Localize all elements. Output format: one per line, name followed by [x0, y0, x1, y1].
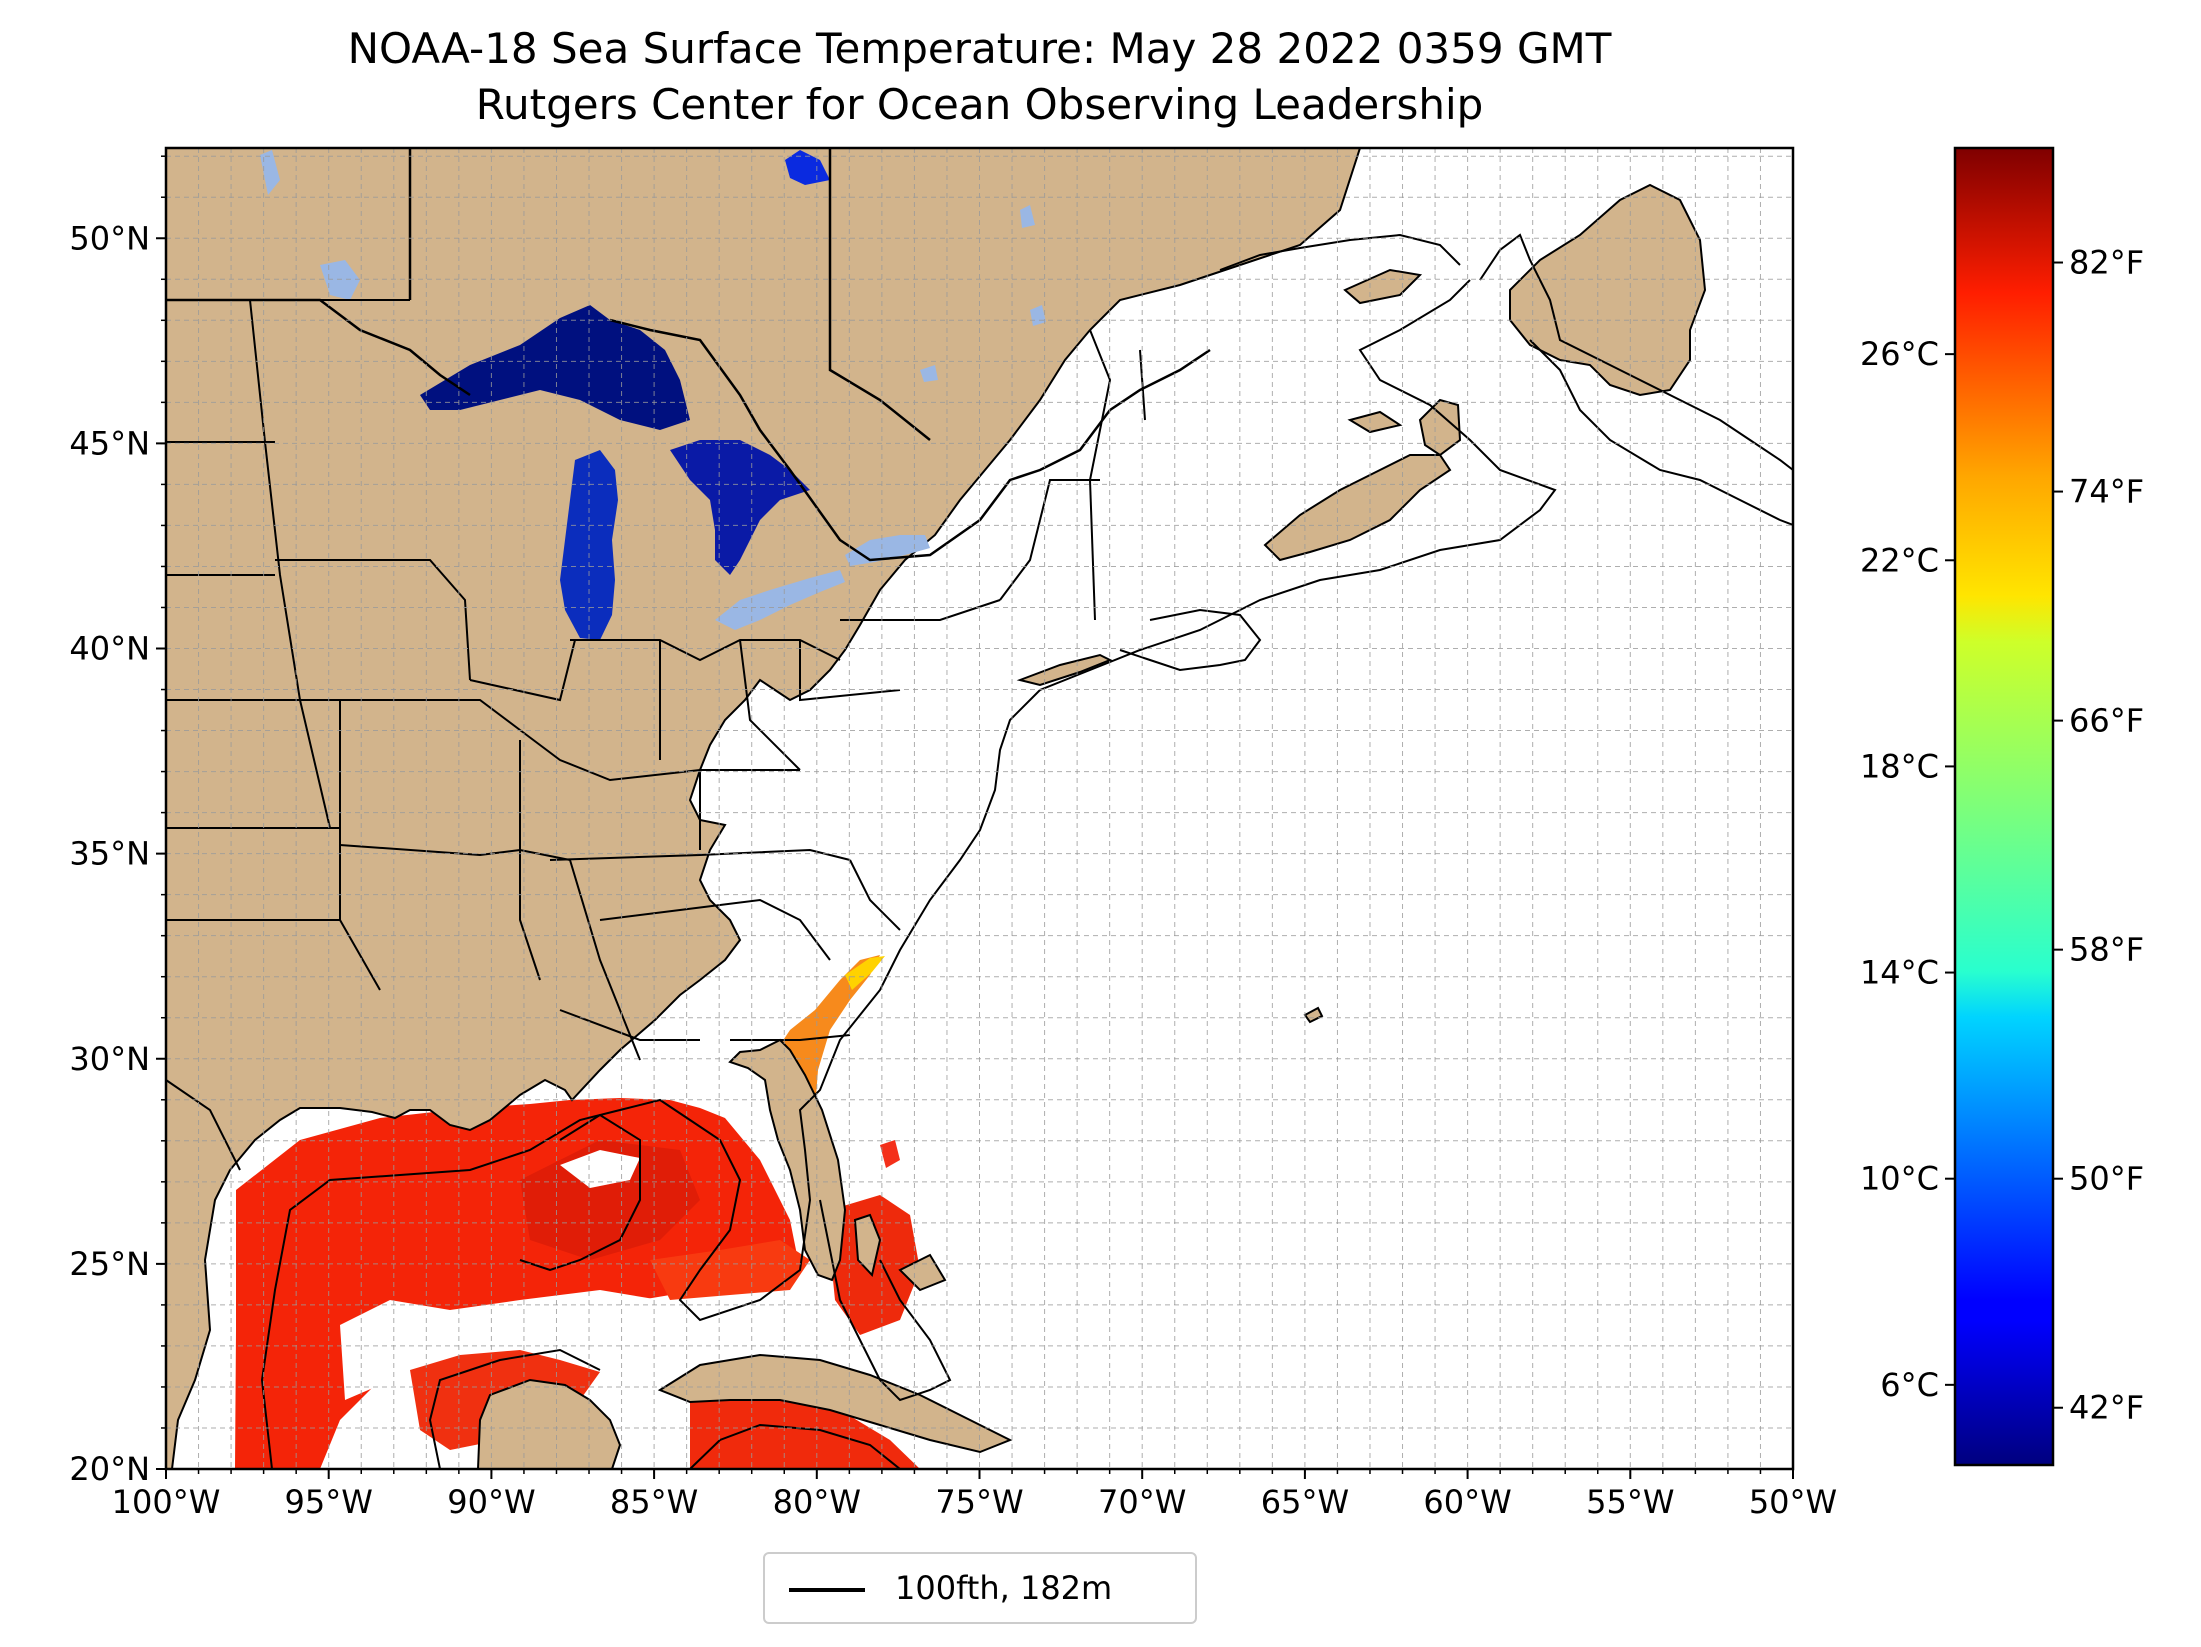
lake-huron [670, 440, 810, 575]
sst-keys-spot [880, 1140, 900, 1168]
isobath-gulfst-loop [519, 1113, 641, 1272]
lon-tick-label: 100°W [112, 1483, 221, 1521]
celsius-tick-label: 6°C [1880, 1366, 1939, 1404]
fahrenheit-tick-label: 66°F [2069, 702, 2144, 740]
graticule [165, 148, 1794, 1470]
sst-data-layer [235, 955, 920, 1469]
lon-tick-label: 65°W [1261, 1483, 1349, 1521]
isobath-georges-bank [1119, 608, 1262, 672]
lat-tick-label: 50°N [69, 219, 150, 257]
legend-label: 100fth, 182m [895, 1569, 1113, 1607]
lon-tick-label: 60°W [1423, 1483, 1511, 1521]
celsius-tick-label: 14°C [1860, 954, 1939, 992]
andros-island [853, 1213, 882, 1278]
isobath-bank [1529, 339, 1793, 526]
celsius-tick-label: 18°C [1860, 747, 1939, 785]
isobath-newfoundland [1479, 233, 1793, 471]
celsius-tick-label: 22°C [1860, 541, 1939, 579]
colorbar-ticks: 6°C 10°C 14°C 18°C 22°C 26°C 42°F 50°F 58°F 66°F 7… [1860, 244, 2144, 1427]
fahrenheit-tick-label: 42°F [2069, 1389, 2144, 1427]
colorbar: 6°C 10°C 14°C 18°C 22°C 26°C 42°F 50°F 58°F 66°F 7… [1860, 146, 2144, 1467]
celsius-tick-label: 10°C [1860, 1160, 1939, 1198]
isobath-bahamas [819, 1199, 952, 1402]
lon-tick-label: 75°W [935, 1483, 1023, 1521]
celsius-tick-label: 26°C [1860, 335, 1939, 373]
sst-cloud-gap-1 [560, 1150, 640, 1188]
hudson-bay-fragment [785, 150, 830, 185]
fahrenheit-tick-label: 58°F [2069, 931, 2144, 969]
newfoundland [1509, 183, 1707, 397]
sst-cloud-gap-2 [340, 1290, 660, 1400]
legend-line-swatch [789, 1588, 865, 1592]
lon-tick-label: 55°W [1586, 1483, 1674, 1521]
lake-winnipeg-region [320, 260, 360, 300]
isobath-100fth [260, 233, 1793, 1469]
lake-small-4 [920, 365, 938, 382]
sst-georgia-coast-yellow [845, 956, 885, 990]
map-axes: 100°W 95°W 90°W 85°W 80°W 75°W 70°W 65°W 60°W 55°… [69, 155, 1837, 1521]
map-legend: 100fth, 182m [763, 1552, 1197, 1624]
lat-tick-label: 35°N [69, 835, 150, 873]
nova-scotia [1263, 454, 1452, 562]
lon-tick-label: 90°W [447, 1483, 535, 1521]
anticosti-island [1343, 268, 1423, 305]
sst-caribbean-south-cuba [690, 1395, 920, 1469]
long-island [1016, 653, 1113, 687]
lon-tick-label: 70°W [1098, 1483, 1186, 1521]
lat-tick-label: 40°N [69, 630, 150, 668]
lon-tick-label: 95°W [285, 1483, 373, 1521]
lake-superior [420, 305, 690, 430]
bermuda-like-islet [1303, 1006, 1324, 1024]
isobath-gulf-of-st-lawrence [1219, 233, 1461, 271]
lon-tick-label: 85°W [610, 1483, 698, 1521]
yucatan-land [476, 1378, 622, 1469]
lon-tick-label: 50°W [1749, 1483, 1837, 1521]
international-border [166, 148, 1211, 562]
colorbar-gradient [1953, 146, 2055, 1467]
lat-tick-label: 25°N [69, 1245, 150, 1283]
figure-subtitle: Rutgers Center for Ocean Observing Leade… [475, 80, 1484, 129]
fahrenheit-tick-label: 82°F [2069, 244, 2144, 282]
pei-island [1347, 410, 1403, 434]
sst-gulf-dark-core [520, 1140, 700, 1260]
figure-title: NOAA-18 Sea Surface Temperature: May 28 … [347, 24, 1612, 73]
north-america-land [166, 148, 1362, 1469]
lake-erie [715, 570, 845, 630]
lake-small-2 [1020, 205, 1035, 228]
lon-tick-label: 80°W [773, 1483, 861, 1521]
fahrenheit-tick-label: 74°F [2069, 473, 2144, 511]
cape-breton [1418, 398, 1462, 457]
lat-tick-label: 45°N [69, 424, 150, 462]
lake-small-1 [260, 150, 280, 195]
fahrenheit-tick-label: 50°F [2069, 1160, 2144, 1198]
lat-tick-label: 20°N [69, 1450, 150, 1488]
lat-tick-label: 30°N [69, 1040, 150, 1078]
